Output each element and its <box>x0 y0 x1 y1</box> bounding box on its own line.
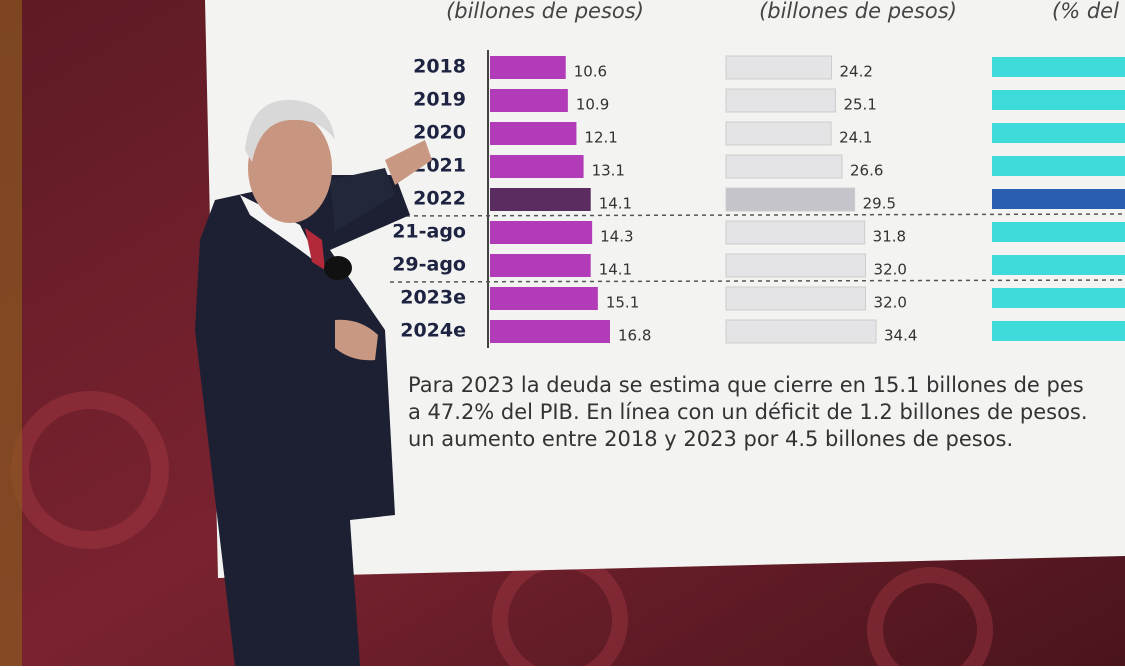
value-label: 14.3 <box>600 228 633 246</box>
value-label: 31.8 <box>873 228 906 246</box>
bar-cropped <box>992 123 1125 143</box>
value-label: 34.4 <box>884 327 917 345</box>
bar <box>725 88 836 113</box>
bar-cropped <box>992 222 1125 242</box>
hair <box>245 99 335 162</box>
value-label: 25.1 <box>843 96 876 114</box>
value-label: 14.1 <box>599 261 632 279</box>
bar <box>490 122 577 145</box>
value-label: 32.0 <box>874 294 907 312</box>
value-label: 10.6 <box>574 63 607 81</box>
category-label: 2018 <box>413 56 466 78</box>
category-label: 2023e <box>400 287 466 309</box>
value-label: 15.1 <box>606 294 639 312</box>
head <box>248 113 332 223</box>
bar-cropped <box>992 321 1125 341</box>
value-label: 14.1 <box>599 195 632 213</box>
value-label: 26.6 <box>850 162 883 180</box>
arm <box>330 168 395 232</box>
value-label: 29.5 <box>863 195 896 213</box>
bar <box>725 55 833 80</box>
category-label: 2022 <box>413 188 466 210</box>
bar-cropped <box>992 156 1125 176</box>
category-label: 21-ago <box>392 221 466 243</box>
bar <box>725 319 877 344</box>
collar <box>240 195 320 265</box>
bar-cropped <box>992 288 1125 308</box>
note-line: Para 2023 la deuda se estima que cierre … <box>408 373 1084 397</box>
note-line: un aumento entre 2018 y 2023 por 4.5 bil… <box>408 427 1013 451</box>
value-label: 24.2 <box>840 63 873 81</box>
suit <box>195 175 410 666</box>
category-label: 2019 <box>413 89 466 111</box>
subtitle: (billones de pesos) <box>759 0 957 23</box>
bar <box>725 220 866 245</box>
value-label: 32.0 <box>874 261 907 279</box>
subtitle: (% del <box>1052 0 1119 23</box>
bar-cropped <box>992 255 1125 275</box>
chart: 2018201920202021202221-ago29-ago2023e202… <box>389 0 1125 451</box>
bar <box>490 287 598 310</box>
value-label: 24.1 <box>839 129 872 147</box>
subtitle: (billones de pesos) <box>446 0 644 23</box>
bar <box>490 56 566 79</box>
bar <box>490 254 591 277</box>
bar <box>490 188 591 211</box>
divider <box>389 279 1125 283</box>
hand <box>385 140 432 185</box>
tie <box>305 228 325 270</box>
frame-edge <box>0 0 22 666</box>
bar <box>490 320 610 343</box>
person <box>195 99 432 666</box>
category-label: 2020 <box>413 122 466 144</box>
bar <box>725 187 856 212</box>
screen <box>205 0 1125 578</box>
backdrop-pattern <box>867 567 993 670</box>
bar <box>490 155 584 178</box>
value-label: 10.9 <box>576 96 609 114</box>
category-label: 2024e <box>400 320 466 342</box>
bar <box>725 154 843 179</box>
bar-cropped <box>992 57 1125 77</box>
microphone <box>324 256 352 280</box>
category-label: 29-ago <box>392 254 466 276</box>
note-line: a 47.2% del PIB. En línea con un déficit… <box>408 400 1088 424</box>
divider <box>389 213 1125 217</box>
value-label: 12.1 <box>584 129 617 147</box>
value-label: 16.8 <box>618 327 651 345</box>
bar <box>725 286 867 311</box>
bar <box>490 89 568 112</box>
bar <box>490 221 593 244</box>
bar <box>725 253 867 278</box>
bar-cropped <box>992 90 1125 110</box>
hand <box>335 319 378 361</box>
bar <box>725 121 832 146</box>
bar-cropped <box>992 189 1125 209</box>
value-label: 13.1 <box>592 162 625 180</box>
